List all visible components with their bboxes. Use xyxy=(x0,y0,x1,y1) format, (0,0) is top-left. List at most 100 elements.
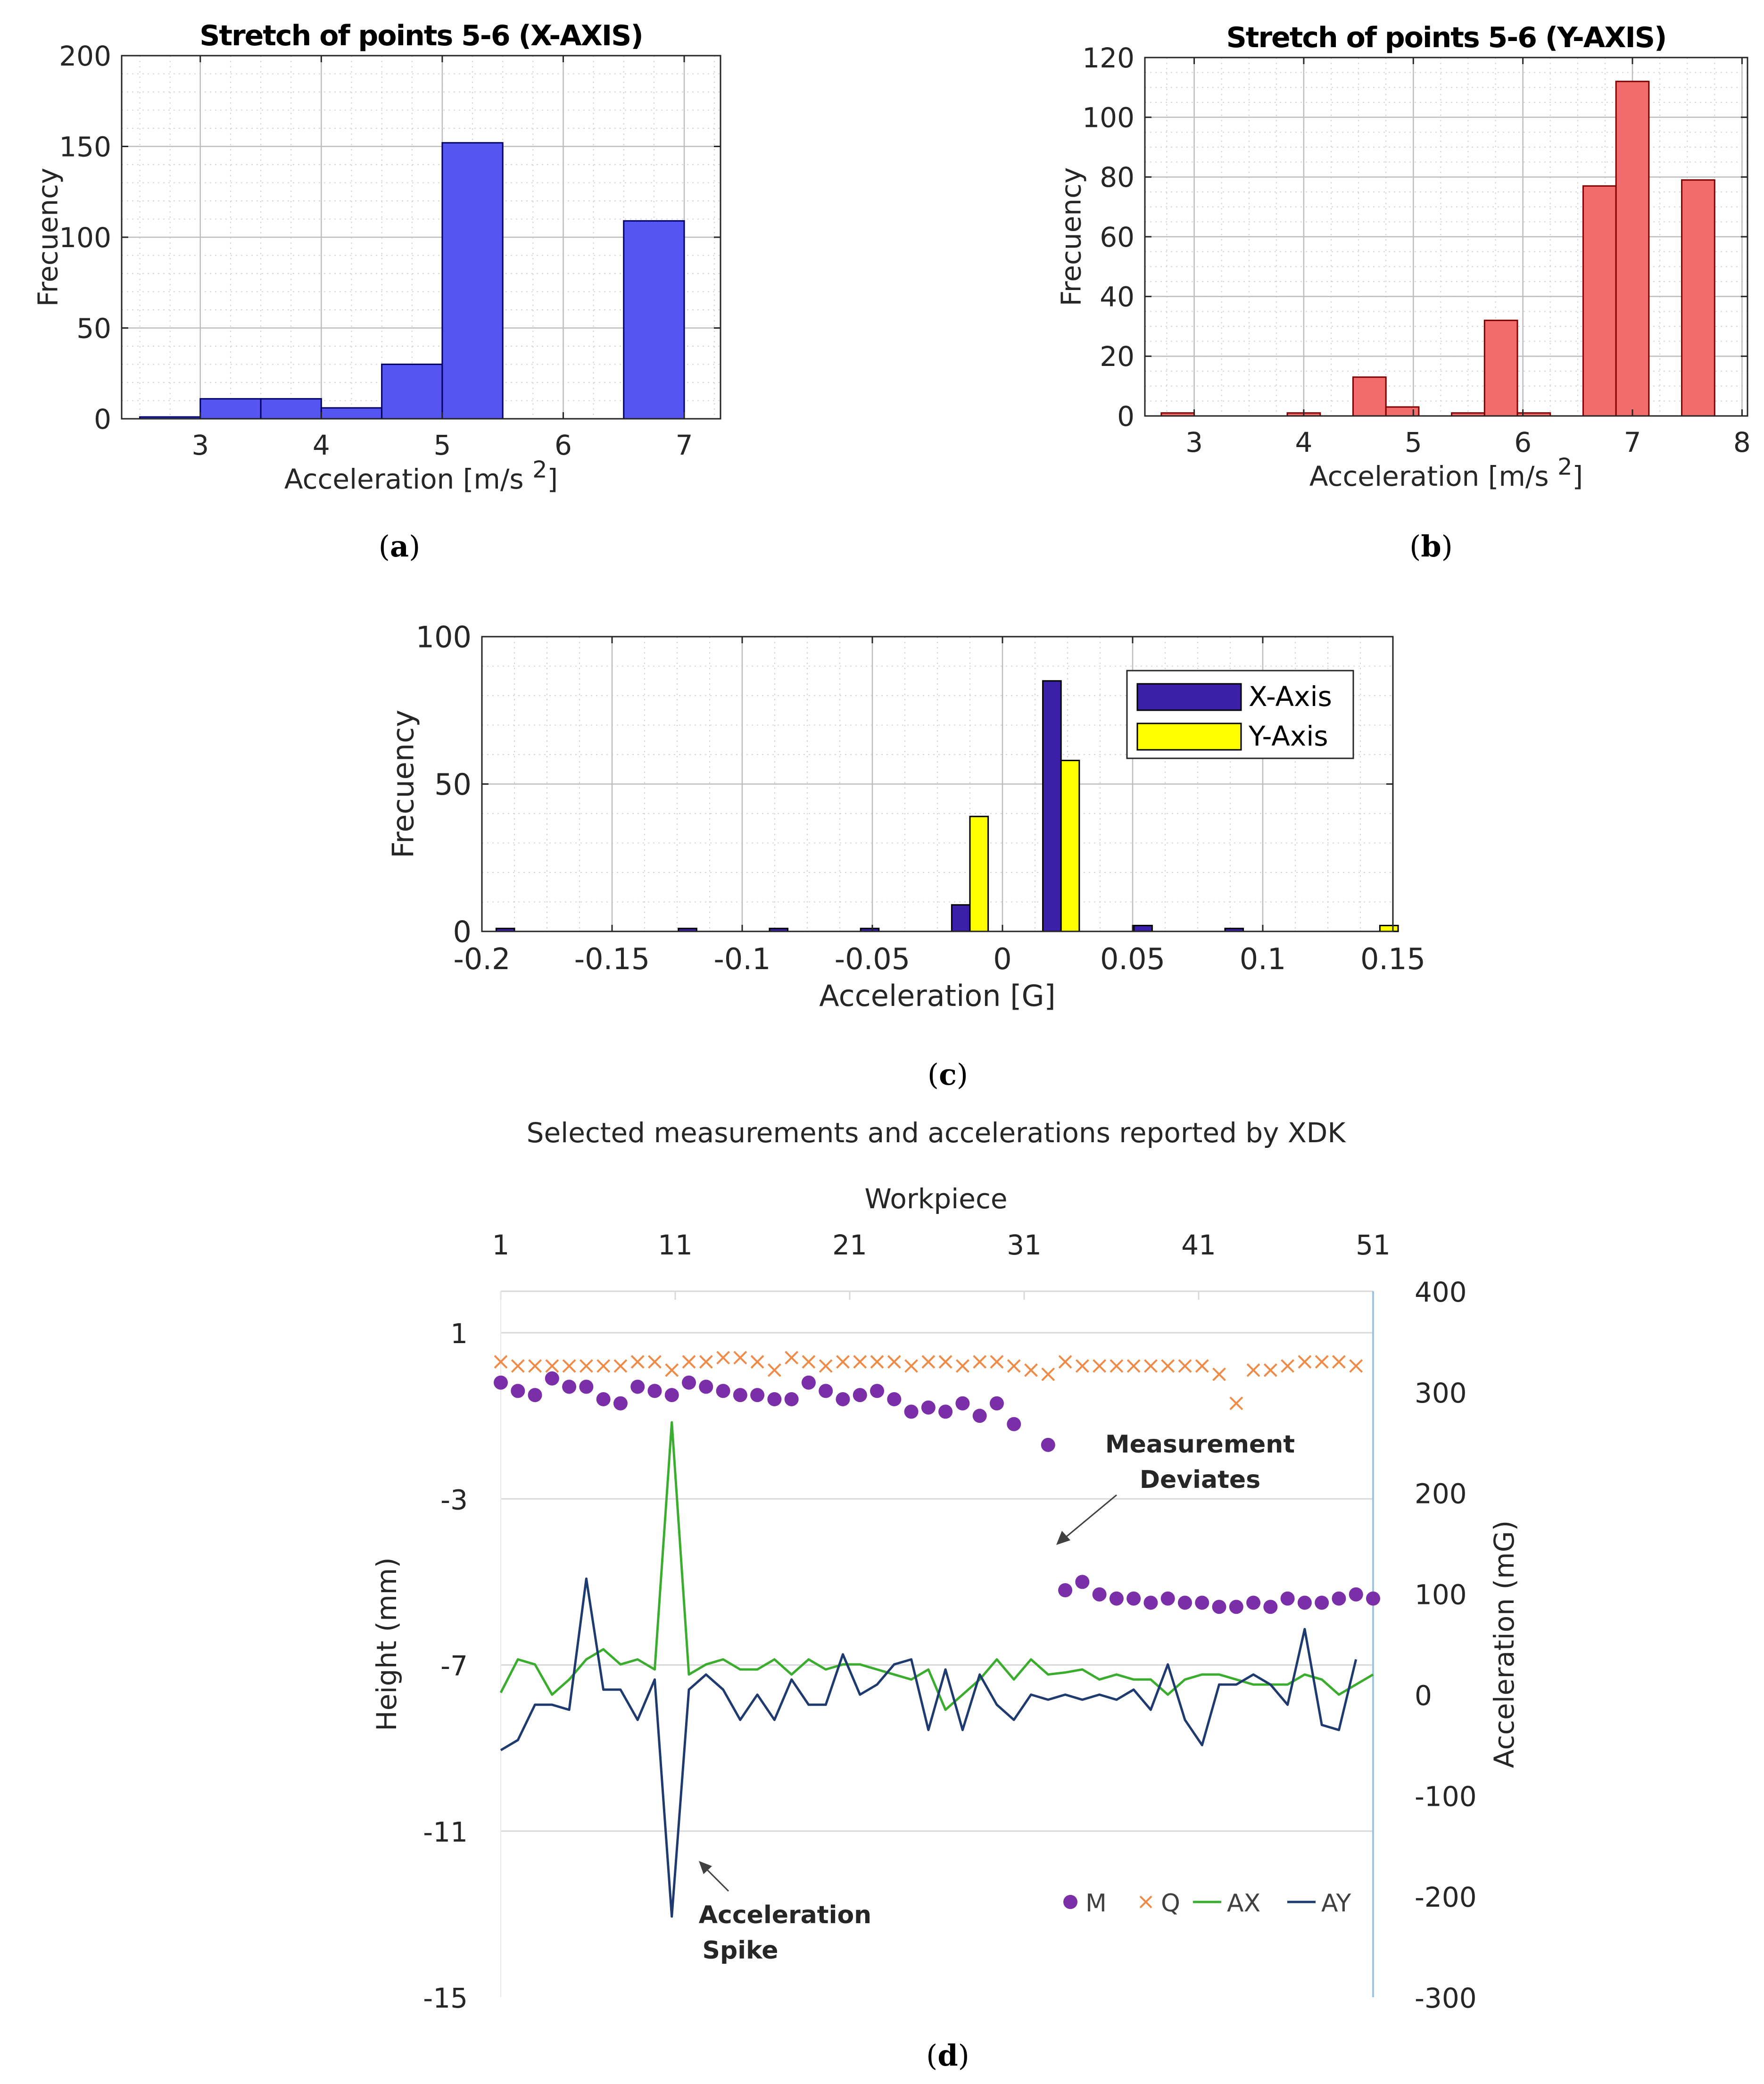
marker-q-stroke xyxy=(648,1355,662,1369)
marker-m xyxy=(887,1392,902,1406)
x-tick-label: 21 xyxy=(832,1229,867,1261)
annotation-arrow xyxy=(1066,1494,1117,1537)
x-tick-label: 8 xyxy=(1733,426,1751,458)
y-tick-label: 100 xyxy=(59,222,111,254)
marker-m xyxy=(972,1409,987,1423)
marker-q xyxy=(733,1351,747,1365)
histogram-bar xyxy=(1352,376,1387,417)
marker-q-stroke xyxy=(921,1355,936,1369)
marker-m xyxy=(1160,1591,1175,1606)
marker-q xyxy=(973,1355,987,1369)
marker-q-stroke xyxy=(562,1359,576,1373)
marker-m xyxy=(1041,1437,1055,1452)
marker-q-stroke xyxy=(1332,1355,1346,1369)
marker-m xyxy=(1143,1595,1158,1610)
marker-q xyxy=(562,1359,576,1373)
marker-m xyxy=(784,1392,799,1406)
y-axis-label: Frecuency xyxy=(1055,167,1087,307)
marker-q xyxy=(750,1355,764,1369)
histogram-bar-y-axis xyxy=(1060,760,1080,932)
marker-m xyxy=(1315,1595,1329,1610)
marker-q xyxy=(955,1359,969,1373)
histogram-bar xyxy=(1582,185,1617,417)
y2-tick-label: 0 xyxy=(1415,1679,1432,1711)
chart-title: Stretch of points 5-6 (Y-AXIS) xyxy=(1226,21,1666,54)
marker-q xyxy=(904,1359,919,1373)
annotation-arrowhead xyxy=(699,1861,712,1874)
y2-tick-label: -300 xyxy=(1415,1982,1477,2014)
marker-q xyxy=(1161,1359,1175,1373)
marker-q-stroke xyxy=(990,1355,1004,1369)
marker-q-stroke xyxy=(733,1351,747,1365)
marker-q xyxy=(1075,1359,1089,1373)
y-tick-label: 40 xyxy=(1100,281,1135,313)
marker-q-stroke xyxy=(1024,1363,1038,1377)
y2-axis-label: Acceleration (mG) xyxy=(1488,1520,1520,1768)
x-axis-label: Acceleration [G] xyxy=(819,979,1055,1013)
marker-q xyxy=(682,1355,696,1369)
y-tick-label: 0 xyxy=(1117,400,1135,432)
y-axis-label: Height (mm) xyxy=(371,1557,403,1731)
panel-c-histogram: -0.2 -0.15 -0.1 -0.05 0 0.05 0.1 0.15 0 50 100 Acce… xyxy=(386,620,1425,1013)
marker-q-stroke xyxy=(682,1355,696,1369)
legend-swatch xyxy=(1136,683,1242,711)
x-tick-label: 51 xyxy=(1356,1229,1391,1261)
marker-q-stroke xyxy=(613,1359,628,1373)
marker-m xyxy=(733,1388,747,1403)
marker-m xyxy=(682,1375,696,1390)
marker-q-stroke xyxy=(887,1355,901,1369)
marker-q xyxy=(494,1355,508,1369)
marker-q-stroke xyxy=(904,1359,919,1373)
marker-q-stroke xyxy=(1298,1355,1312,1369)
marker-q xyxy=(1058,1355,1072,1369)
marker-m xyxy=(955,1396,970,1411)
marker-q xyxy=(921,1355,936,1369)
marker-q-stroke xyxy=(716,1351,730,1365)
marker-m xyxy=(1332,1591,1346,1606)
histogram-bar xyxy=(199,398,262,420)
y-tick-label: 100 xyxy=(1082,102,1135,134)
marker-q xyxy=(545,1359,559,1373)
x-tick-label: 6 xyxy=(555,429,572,461)
x-tick-label: 0.1 xyxy=(1240,942,1286,976)
marker-m xyxy=(801,1375,816,1390)
marker-q-stroke xyxy=(767,1363,781,1377)
x-tick-label: 0.05 xyxy=(1100,942,1165,976)
marker-m xyxy=(750,1388,765,1403)
marker-q xyxy=(1110,1359,1124,1373)
y-tick-label: 50 xyxy=(434,767,472,802)
marker-m xyxy=(904,1404,919,1419)
marker-q xyxy=(1315,1355,1329,1369)
marker-m xyxy=(528,1388,542,1403)
histogram-bar xyxy=(1615,81,1650,417)
marker-q-stroke xyxy=(853,1355,867,1369)
marker-q xyxy=(1178,1359,1192,1373)
y-tick-label: -7 xyxy=(440,1650,468,1682)
marker-q xyxy=(836,1355,850,1369)
marker-q xyxy=(579,1359,593,1373)
marker-q-stroke xyxy=(819,1359,833,1373)
y-tick-label: 0 xyxy=(453,914,472,949)
marker-m xyxy=(1109,1591,1124,1606)
marker-q xyxy=(1229,1396,1243,1411)
series-line-ay xyxy=(500,1578,1358,1918)
marker-q-stroke xyxy=(1144,1359,1158,1373)
series-line-ax xyxy=(499,1421,1374,1711)
x-tick-label: 7 xyxy=(1624,426,1641,458)
panel-c-label: (c) xyxy=(928,1057,968,1092)
marker-m xyxy=(938,1404,953,1419)
x-axis-label: Acceleration [m/s 2] xyxy=(284,456,558,495)
marker-q-stroke xyxy=(1246,1363,1260,1377)
marker-m xyxy=(596,1392,611,1406)
histogram-bar-x-axis xyxy=(1133,925,1153,932)
marker-q-stroke xyxy=(938,1355,952,1369)
marker-q-stroke xyxy=(802,1355,816,1369)
marker-m xyxy=(1177,1595,1192,1610)
histogram-bar xyxy=(320,407,383,420)
marker-m xyxy=(562,1379,577,1394)
x-tick-label: 0 xyxy=(993,942,1011,976)
marker-q xyxy=(1007,1359,1021,1373)
x-tick-label: 3 xyxy=(1185,426,1203,458)
marker-q-stroke xyxy=(836,1355,850,1369)
